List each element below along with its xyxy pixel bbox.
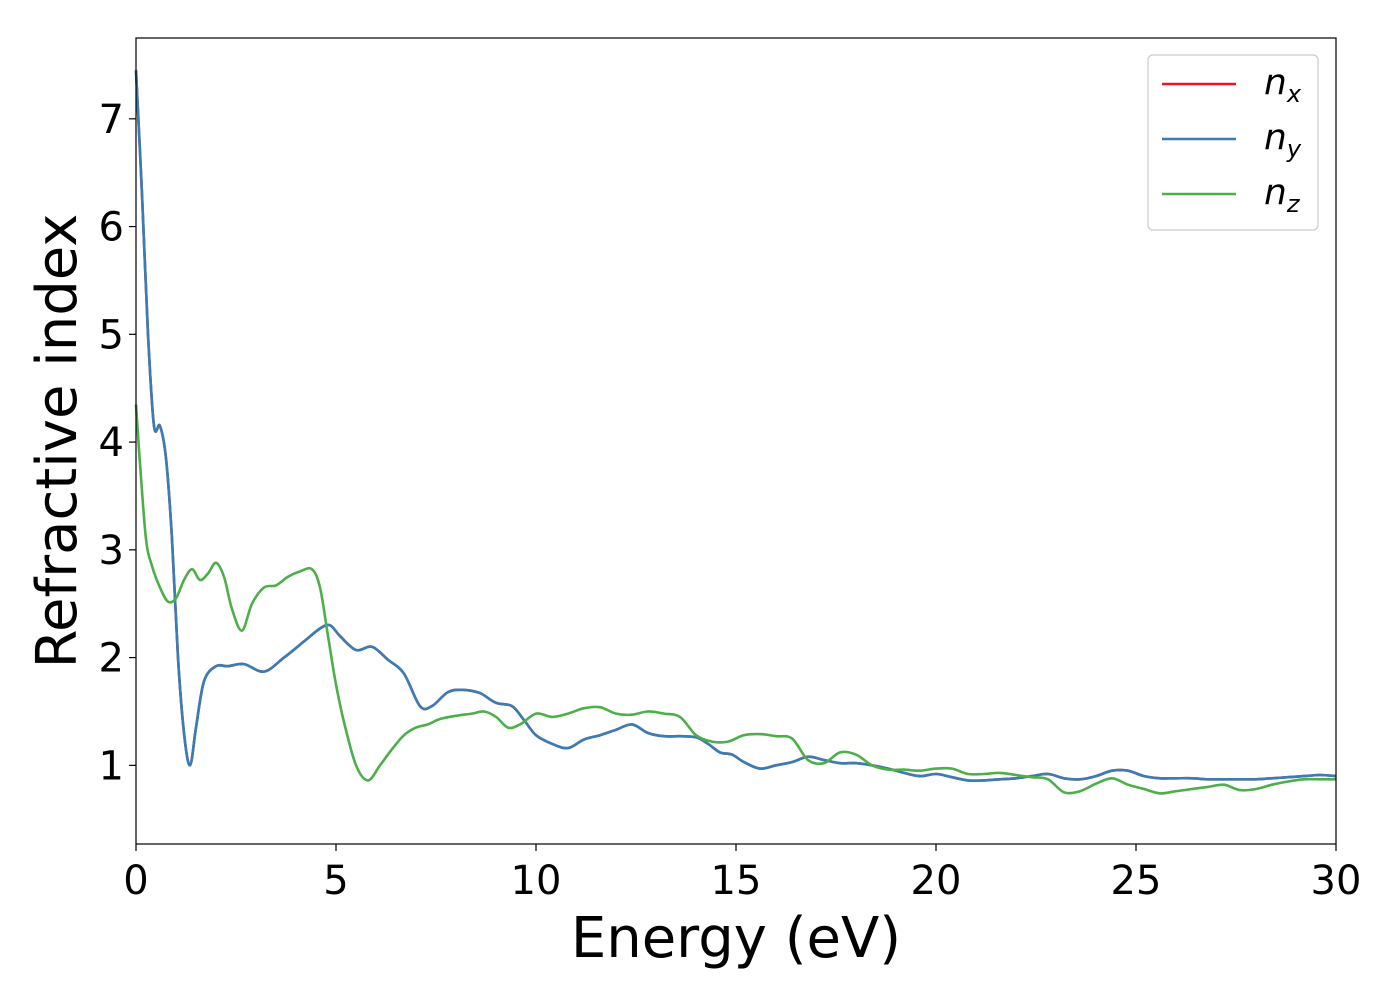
- x-tick-label: 15: [711, 858, 762, 904]
- y-tick-label: 4: [99, 420, 124, 466]
- y-axis-ticks: 1 2 3 4 5 6 7: [99, 97, 136, 789]
- y-axis-label: Refractive index: [25, 214, 90, 669]
- x-tick-label: 25: [1111, 858, 1162, 904]
- y-tick-label: 6: [99, 205, 124, 251]
- series-line-ny: [134, 70, 1337, 783]
- x-tick-label: 20: [911, 858, 962, 904]
- x-tick-label: 10: [511, 858, 562, 904]
- y-tick-label: 1: [99, 743, 124, 789]
- x-axis-ticks: 0 5 10 15 20 25 30: [123, 844, 1361, 904]
- y-tick-label: 3: [99, 528, 124, 574]
- plot-background: [136, 38, 1336, 844]
- x-tick-label: 0: [123, 858, 148, 904]
- x-tick-label: 30: [1311, 858, 1362, 904]
- y-tick-label: 7: [99, 97, 124, 143]
- x-tick-label: 5: [323, 858, 348, 904]
- series-line-nz: [134, 404, 1336, 795]
- x-axis-label: Energy (eV): [571, 906, 901, 971]
- series-layer: [134, 70, 1337, 795]
- y-tick-label: 5: [99, 312, 124, 358]
- y-tick-label: 2: [99, 636, 124, 682]
- legend-box: [1147, 54, 1319, 231]
